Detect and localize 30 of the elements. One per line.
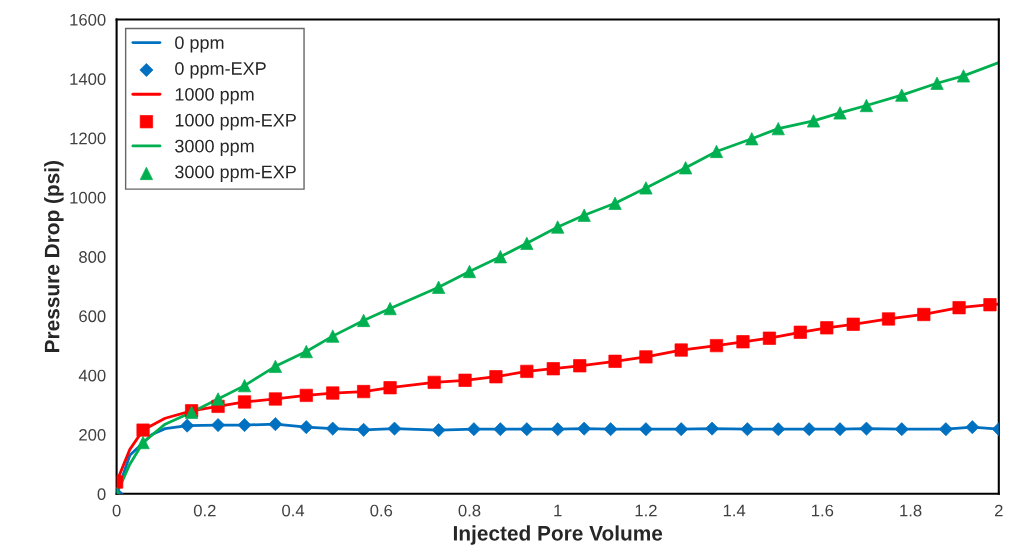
y-tick-label: 1200: [70, 132, 106, 145]
x-tick-label: 1.4: [723, 504, 746, 517]
legend-label: 3000 ppm-EXP: [175, 165, 296, 182]
y-tick-label: 800: [79, 251, 106, 263]
y-tick-label: 400: [78, 369, 106, 382]
y-axis-title: Pressure Drop (psi): [44, 161, 64, 352]
x-tick-label: 0.2: [193, 504, 216, 517]
x-tick-label: 2: [994, 504, 1003, 517]
x-axis-title: Injected Pore Volume: [453, 525, 663, 545]
x-tick-label: 1: [554, 504, 562, 517]
y-tick-label: 0: [97, 488, 106, 501]
y-tick-label: 1600: [70, 13, 106, 26]
y-tick-label: 1400: [70, 73, 106, 86]
legend-label: 1000 ppm-EXP: [175, 113, 296, 131]
legend-label: 1000 ppm: [175, 87, 254, 105]
x-tick-label: 0.6: [370, 504, 393, 517]
point: [740, 422, 755, 437]
y-tick-label: 1000: [70, 191, 106, 204]
legend-label: 0 ppm-EXP: [175, 62, 266, 79]
legend-label: 0 ppm: [175, 36, 224, 53]
x-tick-label: 0: [112, 504, 121, 517]
x-tick-label: 1.6: [812, 504, 834, 517]
point: [237, 418, 252, 432]
legend-label: 3000 ppm: [175, 139, 254, 157]
x-tick-label: 1.2: [635, 504, 657, 517]
y-tick-label: 200: [79, 428, 106, 441]
y-tick-label: 600: [79, 310, 106, 323]
x-tick-label: 0.8: [458, 504, 481, 517]
x-tick-label: 0.4: [282, 504, 305, 517]
x-tick-label: 1.8: [900, 504, 922, 517]
